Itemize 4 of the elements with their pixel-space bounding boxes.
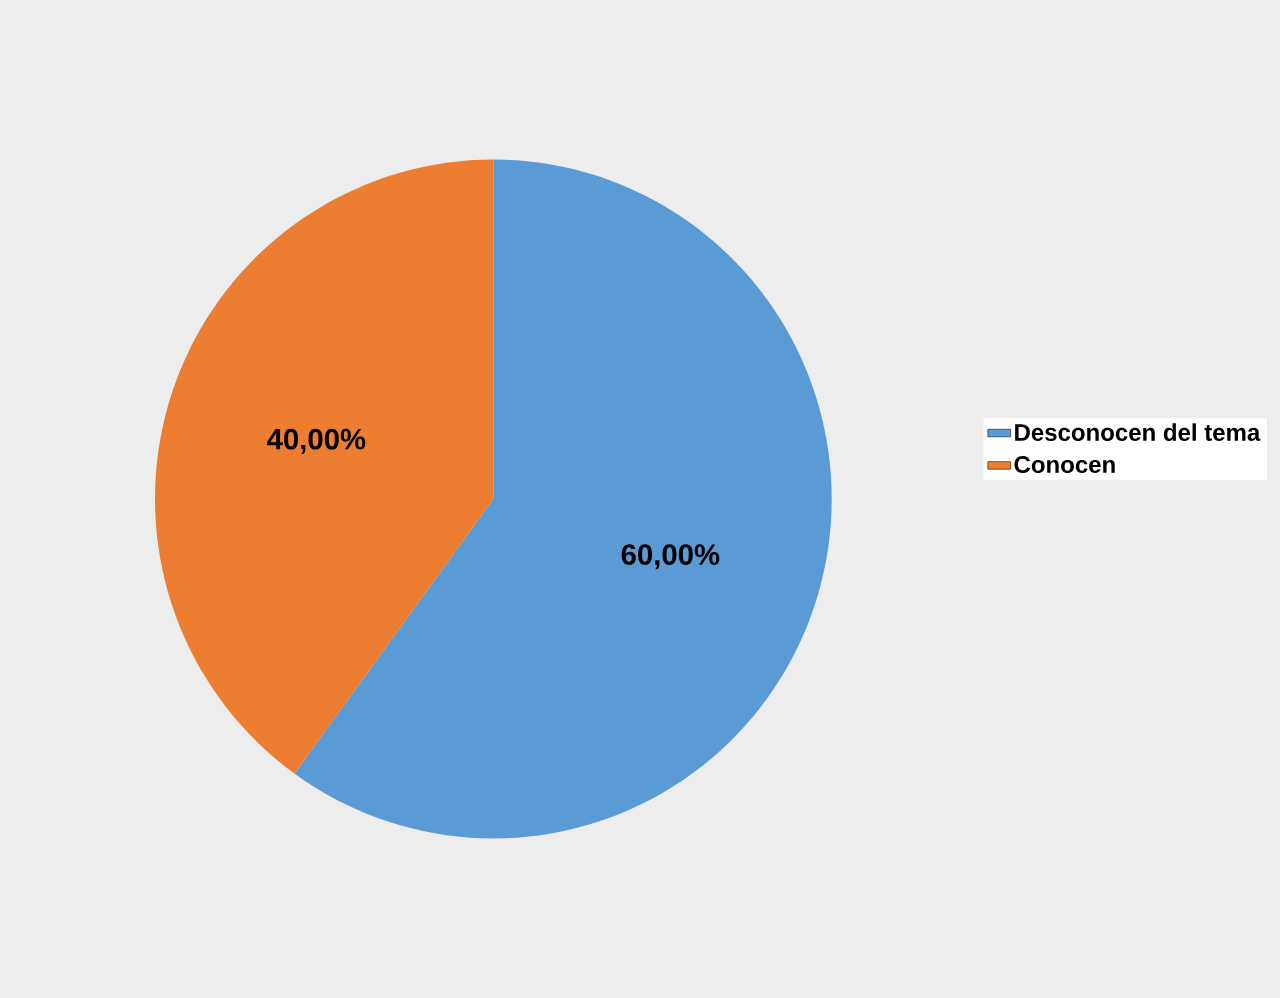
legend-label: Desconocen del tema [1015, 423, 1261, 441]
data-label: 40,00% [267, 428, 366, 454]
legend-label: Conocen [1014, 456, 1115, 474]
data-label: 60,00% [621, 544, 720, 570]
